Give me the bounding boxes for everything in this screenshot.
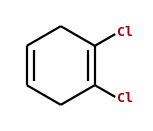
Text: Cl: Cl bbox=[117, 92, 132, 105]
Text: Cl: Cl bbox=[117, 26, 132, 39]
